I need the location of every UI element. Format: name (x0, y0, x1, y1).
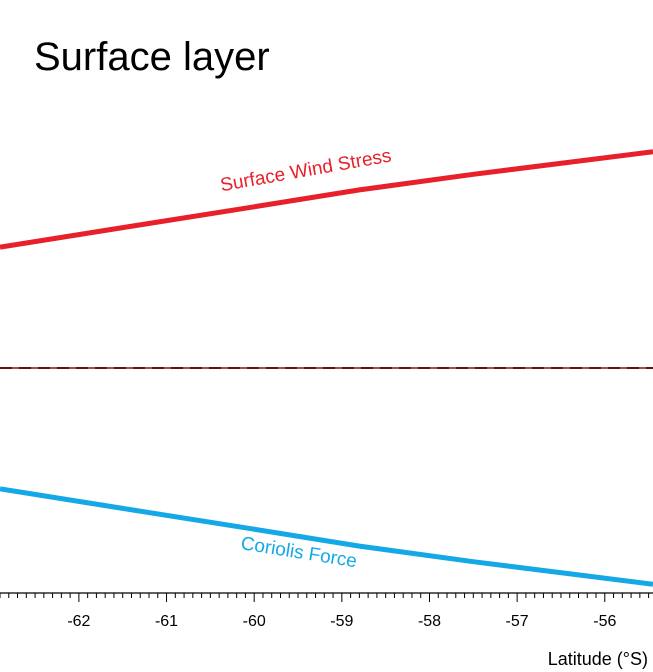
x-tick-label: -61 (155, 613, 178, 630)
x-tick-label: -58 (418, 613, 441, 630)
x-axis: -62 -61 -60 -59 -58 -57 -56 (0, 593, 653, 630)
x-tick-label: -62 (67, 613, 90, 630)
chart-title: Surface layer (34, 35, 270, 79)
x-tick-label: -57 (506, 613, 529, 630)
series-line-coriolis-force (0, 489, 653, 584)
x-tick-label: -56 (593, 613, 616, 630)
series-layer (0, 152, 653, 585)
series-label-coriolis-force: Coriolis Force (239, 533, 358, 572)
x-tick-label: -60 (243, 613, 266, 630)
x-axis-label: Latitude (°S) (548, 649, 648, 669)
x-tick-label: -59 (330, 613, 353, 630)
